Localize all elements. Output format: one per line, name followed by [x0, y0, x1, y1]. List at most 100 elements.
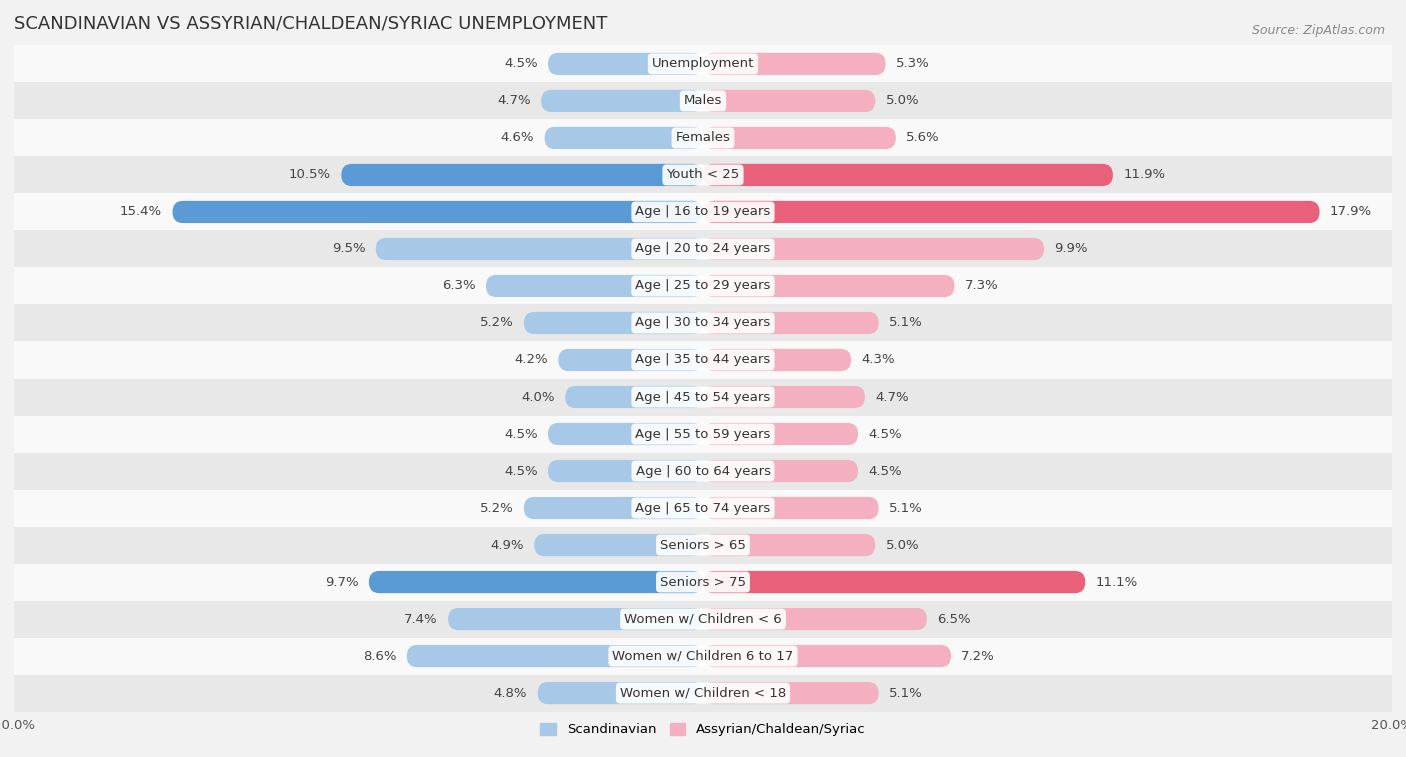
Text: Age | 45 to 54 years: Age | 45 to 54 years [636, 391, 770, 403]
FancyBboxPatch shape [703, 386, 865, 408]
Bar [14, 267, 1392, 304]
FancyBboxPatch shape [703, 682, 879, 704]
Bar [14, 45, 1392, 83]
Text: 5.0%: 5.0% [886, 95, 920, 107]
Bar [14, 600, 1392, 637]
Text: 5.0%: 5.0% [886, 538, 920, 552]
Text: 4.7%: 4.7% [498, 95, 531, 107]
Text: Age | 60 to 64 years: Age | 60 to 64 years [636, 465, 770, 478]
FancyBboxPatch shape [375, 238, 703, 260]
FancyBboxPatch shape [368, 571, 703, 593]
Text: 4.9%: 4.9% [491, 538, 524, 552]
Text: Source: ZipAtlas.com: Source: ZipAtlas.com [1251, 24, 1385, 37]
Text: Age | 65 to 74 years: Age | 65 to 74 years [636, 502, 770, 515]
FancyBboxPatch shape [703, 90, 875, 112]
Text: 11.1%: 11.1% [1095, 575, 1137, 588]
Text: 4.2%: 4.2% [515, 354, 548, 366]
Text: 5.1%: 5.1% [889, 502, 922, 515]
Text: 11.9%: 11.9% [1123, 169, 1166, 182]
Bar [14, 83, 1392, 120]
Bar [14, 341, 1392, 378]
Bar [14, 637, 1392, 674]
FancyBboxPatch shape [544, 127, 703, 149]
Bar [14, 304, 1392, 341]
Text: 5.1%: 5.1% [889, 687, 922, 699]
Text: SCANDINAVIAN VS ASSYRIAN/CHALDEAN/SYRIAC UNEMPLOYMENT: SCANDINAVIAN VS ASSYRIAN/CHALDEAN/SYRIAC… [14, 14, 607, 33]
Text: 4.5%: 4.5% [503, 428, 537, 441]
Text: 5.1%: 5.1% [889, 316, 922, 329]
Bar [14, 120, 1392, 157]
Text: 9.5%: 9.5% [332, 242, 366, 255]
Text: Women w/ Children 6 to 17: Women w/ Children 6 to 17 [613, 650, 793, 662]
FancyBboxPatch shape [703, 201, 1320, 223]
Text: 4.5%: 4.5% [869, 428, 903, 441]
FancyBboxPatch shape [537, 682, 703, 704]
Text: 6.5%: 6.5% [938, 612, 972, 625]
Text: 6.3%: 6.3% [441, 279, 475, 292]
FancyBboxPatch shape [703, 53, 886, 75]
Text: Unemployment: Unemployment [652, 58, 754, 70]
Bar [14, 527, 1392, 563]
Bar [14, 194, 1392, 230]
Text: 4.3%: 4.3% [862, 354, 896, 366]
Text: Males: Males [683, 95, 723, 107]
Text: Age | 35 to 44 years: Age | 35 to 44 years [636, 354, 770, 366]
FancyBboxPatch shape [486, 275, 703, 297]
Bar [14, 563, 1392, 600]
Text: 4.5%: 4.5% [503, 58, 537, 70]
FancyBboxPatch shape [541, 90, 703, 112]
FancyBboxPatch shape [703, 571, 1085, 593]
Text: Age | 30 to 34 years: Age | 30 to 34 years [636, 316, 770, 329]
FancyBboxPatch shape [703, 127, 896, 149]
FancyBboxPatch shape [558, 349, 703, 371]
Text: 4.8%: 4.8% [494, 687, 527, 699]
Text: 4.5%: 4.5% [869, 465, 903, 478]
FancyBboxPatch shape [342, 164, 703, 186]
Text: Females: Females [675, 132, 731, 145]
Bar [14, 453, 1392, 490]
Bar [14, 157, 1392, 194]
FancyBboxPatch shape [703, 312, 879, 334]
FancyBboxPatch shape [703, 608, 927, 630]
Text: Women w/ Children < 18: Women w/ Children < 18 [620, 687, 786, 699]
Text: 7.3%: 7.3% [965, 279, 998, 292]
FancyBboxPatch shape [703, 164, 1114, 186]
FancyBboxPatch shape [703, 238, 1045, 260]
Text: 9.9%: 9.9% [1054, 242, 1088, 255]
FancyBboxPatch shape [548, 53, 703, 75]
FancyBboxPatch shape [703, 423, 858, 445]
FancyBboxPatch shape [524, 312, 703, 334]
Text: 7.2%: 7.2% [962, 650, 995, 662]
Text: Seniors > 65: Seniors > 65 [659, 538, 747, 552]
Text: 8.6%: 8.6% [363, 650, 396, 662]
FancyBboxPatch shape [703, 534, 875, 556]
Text: 4.7%: 4.7% [875, 391, 908, 403]
Text: 10.5%: 10.5% [288, 169, 330, 182]
Text: Seniors > 75: Seniors > 75 [659, 575, 747, 588]
FancyBboxPatch shape [703, 349, 851, 371]
Bar [14, 416, 1392, 453]
Text: Age | 16 to 19 years: Age | 16 to 19 years [636, 205, 770, 219]
Text: 4.6%: 4.6% [501, 132, 534, 145]
Text: Age | 55 to 59 years: Age | 55 to 59 years [636, 428, 770, 441]
Text: 5.3%: 5.3% [896, 58, 929, 70]
Text: 5.2%: 5.2% [479, 316, 513, 329]
FancyBboxPatch shape [703, 275, 955, 297]
Bar [14, 490, 1392, 527]
Bar [14, 378, 1392, 416]
Bar [14, 674, 1392, 712]
FancyBboxPatch shape [524, 497, 703, 519]
FancyBboxPatch shape [565, 386, 703, 408]
FancyBboxPatch shape [703, 497, 879, 519]
Text: 4.5%: 4.5% [503, 465, 537, 478]
Text: 7.4%: 7.4% [404, 612, 437, 625]
Text: Women w/ Children < 6: Women w/ Children < 6 [624, 612, 782, 625]
FancyBboxPatch shape [406, 645, 703, 667]
Text: 17.9%: 17.9% [1330, 205, 1372, 219]
Text: Age | 25 to 29 years: Age | 25 to 29 years [636, 279, 770, 292]
FancyBboxPatch shape [548, 423, 703, 445]
FancyBboxPatch shape [548, 460, 703, 482]
Text: 4.0%: 4.0% [522, 391, 555, 403]
Text: Age | 20 to 24 years: Age | 20 to 24 years [636, 242, 770, 255]
Bar [14, 230, 1392, 267]
